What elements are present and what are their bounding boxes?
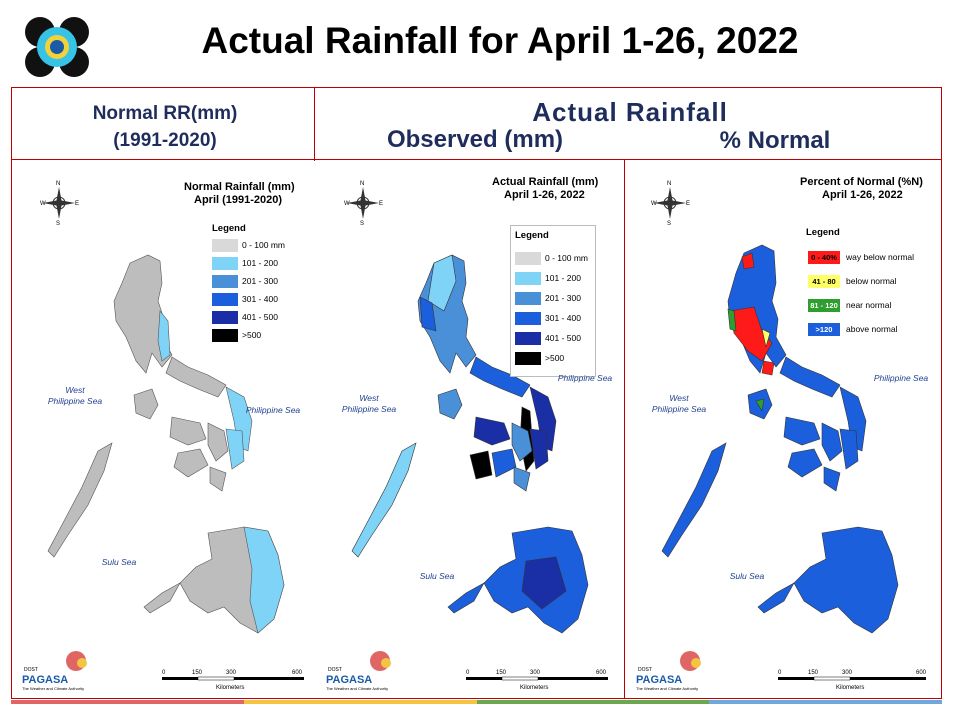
svg-text:The Weather and Climate Author: The Weather and Climate Authority — [636, 686, 698, 691]
compass-icon — [347, 187, 379, 219]
observed-header: Observed (mm) — [386, 126, 564, 153]
svg-text:W: W — [40, 201, 46, 207]
luzon-shape — [727, 244, 867, 452]
mindoro-shape — [133, 388, 159, 420]
map-title: Percent of Normal (%N) April 1-26, 2022 — [800, 176, 923, 201]
legend-title: Legend — [515, 230, 549, 241]
sea-label-east: Philippine Sea — [873, 373, 929, 383]
visayas-shape — [469, 416, 549, 492]
svg-text:150: 150 — [192, 670, 203, 676]
svg-text:300: 300 — [226, 670, 237, 676]
visayas-shape — [783, 416, 859, 492]
mindanao-shape — [143, 526, 285, 634]
svg-text:0: 0 — [162, 670, 166, 676]
svg-text:0: 0 — [466, 670, 470, 676]
svg-text:E: E — [75, 201, 79, 207]
pagasa-footer-logo — [370, 651, 391, 671]
sea-label-west: West Philippine Sea — [651, 393, 707, 414]
legend-title: Legend — [212, 223, 246, 234]
scale-bar — [466, 676, 608, 681]
mindoro-shape — [437, 388, 463, 420]
svg-text:Kilometers: Kilometers — [216, 685, 244, 691]
svg-text:300: 300 — [530, 670, 541, 676]
svg-text:150: 150 — [496, 670, 507, 676]
sea-label-south: Sulu Sea — [101, 557, 137, 567]
svg-text:The Weather and Climate Author: The Weather and Climate Authority — [326, 686, 388, 691]
legend: Legend 0 - 100 mm 101 - 200 201 - 300 30… — [208, 221, 288, 347]
svg-text:600: 600 — [596, 670, 607, 676]
pagasa-footer-logo — [66, 651, 87, 671]
svg-text:0: 0 — [778, 670, 782, 676]
actual-rainfall-header: Actual Rainfall — [532, 97, 728, 127]
legend: Legend 0 - 100 mm 101 - 200 201 - 300 30… — [510, 225, 596, 377]
pagasa-footer-logo — [680, 651, 701, 671]
svg-text:S: S — [56, 221, 60, 227]
palawan-shape — [47, 442, 113, 558]
mindanao-shape — [447, 526, 589, 634]
svg-text:N: N — [667, 181, 671, 187]
column-divider-2 — [624, 159, 625, 699]
percent-normal-map: N W E S — [636, 181, 927, 691]
map-title: Normal Rainfall (mm) April (1991-2020) — [184, 181, 295, 206]
table-frame — [11, 87, 942, 699]
compass-icon — [43, 187, 75, 219]
luzon-shape — [113, 254, 253, 452]
normal-rainfall-map-panel: N W E S — [12, 161, 319, 698]
svg-text:DOST: DOST — [328, 667, 342, 673]
svg-text:W: W — [344, 201, 350, 207]
svg-text:The Weather and Climate Author: The Weather and Climate Authority — [22, 686, 84, 691]
svg-text:PAGASA: PAGASA — [636, 674, 682, 686]
svg-text:DOST: DOST — [638, 667, 652, 673]
compass-icon — [654, 187, 686, 219]
svg-text:S: S — [360, 221, 364, 227]
svg-text:S: S — [667, 221, 671, 227]
scale-bar — [162, 676, 304, 681]
svg-text:DOST: DOST — [24, 667, 38, 673]
sea-label-south: Sulu Sea — [419, 571, 455, 581]
sea-label-south: Sulu Sea — [729, 571, 765, 581]
svg-text:E: E — [686, 201, 690, 207]
sea-label-east: Philippine Sea — [557, 373, 613, 383]
map-title: Actual Rainfall (mm) April 1-26, 2022 — [492, 176, 599, 201]
header-divider — [11, 159, 942, 160]
svg-text:W: W — [651, 201, 657, 207]
svg-text:Kilometers: Kilometers — [520, 685, 548, 691]
footer-color-band — [11, 700, 942, 704]
percent-normal-map-panel: N W E S — [626, 161, 940, 698]
page-title: Actual Rainfall for April 1-26, 2022 — [201, 20, 799, 61]
svg-text:600: 600 — [916, 670, 927, 676]
normal-header-line1: Normal RR(mm) — [92, 103, 238, 124]
normal-header-line2: (1991-2020) — [113, 130, 217, 151]
svg-text:150: 150 — [808, 670, 819, 676]
mindoro-shape — [747, 388, 773, 420]
svg-text:Kilometers: Kilometers — [836, 685, 864, 691]
actual-rainfall-map: N W E S — [326, 181, 608, 691]
sea-label-west: West Philippine Sea — [341, 393, 397, 414]
pagasa-logo — [22, 14, 92, 80]
svg-text:E: E — [379, 201, 383, 207]
svg-text:PAGASA: PAGASA — [22, 674, 68, 686]
sea-label-west: West Philippine Sea — [47, 385, 103, 406]
svg-text:300: 300 — [842, 670, 853, 676]
legend-title: Legend — [806, 227, 840, 238]
mindanao-shape — [757, 526, 899, 634]
legend: Legend 0 - 40% way below normal 41 - 80 be… — [802, 223, 934, 339]
sea-label-east: Philippine Sea — [245, 405, 301, 415]
svg-text:N: N — [56, 181, 60, 187]
actual-rainfall-map-panel: N W E S — [316, 161, 623, 698]
scale-bar — [778, 676, 926, 681]
svg-text:N: N — [360, 181, 364, 187]
visayas-shape — [169, 416, 245, 492]
normal-rainfall-map: N W E S — [22, 181, 304, 691]
palawan-shape — [661, 442, 727, 558]
svg-text:600: 600 — [292, 670, 303, 676]
percent-normal-header: % Normal — [719, 127, 831, 154]
svg-text:PAGASA: PAGASA — [326, 674, 372, 686]
palawan-shape — [351, 442, 417, 558]
